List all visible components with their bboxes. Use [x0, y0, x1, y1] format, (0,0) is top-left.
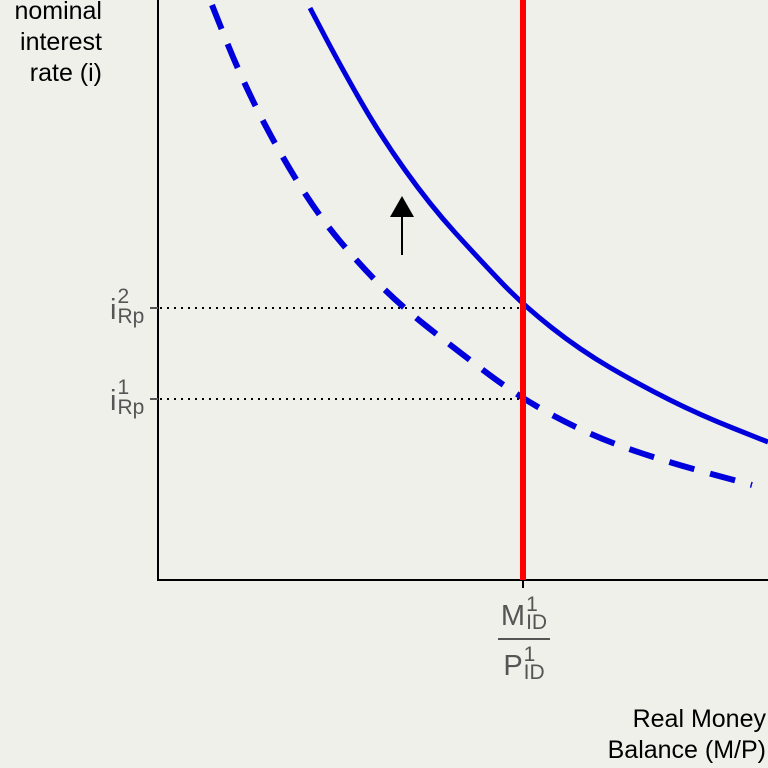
- shift-arrow-head: [390, 196, 414, 217]
- initial-money-demand-curve: [209, 3, 753, 488]
- y-axis-label: nominal interest rate (i): [14, 0, 102, 87]
- y-tick-label-i2: i 2 Rp: [110, 285, 145, 328]
- fraction-denominator: P 1 ID: [503, 643, 545, 684]
- x-axis-label: Real Money Balance (M/P): [607, 705, 766, 764]
- x-tick-label-fraction: M 1 ID P 1 ID: [496, 593, 552, 684]
- fraction-bar: [498, 638, 550, 640]
- shifted-money-demand-curve: [307, 6, 768, 445]
- fraction-numerator: M 1 ID: [500, 593, 548, 634]
- y-tick-label-i1: i 1 Rp: [110, 376, 145, 419]
